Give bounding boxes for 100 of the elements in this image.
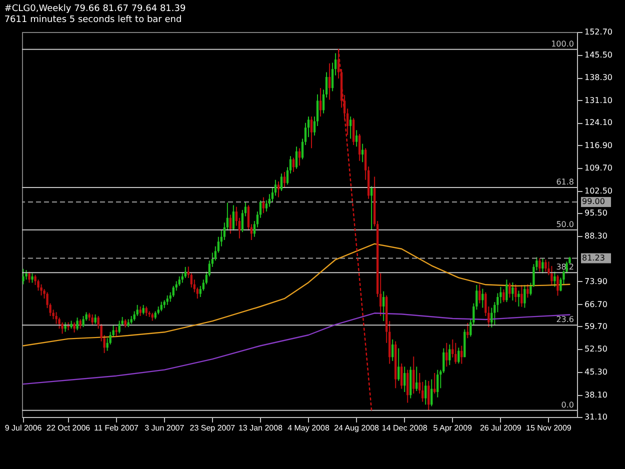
- candlestick: [403, 366, 406, 392]
- candlestick: [400, 362, 403, 390]
- candlestick: [118, 320, 120, 334]
- x-tick-label: 11 Feb 2007: [94, 424, 140, 432]
- candlestick: [64, 322, 66, 332]
- candlestick: [544, 259, 547, 272]
- x-tick-label: 9 Jul 2006: [4, 424, 42, 432]
- y-tick-label: 31.10: [584, 412, 608, 422]
- candlestick: [61, 322, 64, 334]
- candlestick: [415, 366, 418, 392]
- candlestick: [518, 290, 520, 307]
- candlestick: [454, 342, 457, 364]
- ref-line-label: 99.00: [582, 197, 605, 206]
- x-tick-label: 13 Jan 2008: [238, 424, 284, 432]
- candlestick: [94, 314, 96, 324]
- candlestick: [538, 258, 541, 272]
- annotation: 23.6: [556, 315, 574, 324]
- candlestick: [142, 304, 144, 315]
- candlestick: [280, 173, 283, 192]
- candlestick: [37, 279, 40, 292]
- candlestick: [145, 306, 148, 316]
- candlestick: [172, 285, 174, 298]
- candlestick: [355, 130, 358, 148]
- candlestick: [31, 272, 34, 284]
- candlestick: [556, 274, 559, 296]
- y-tick-label: 131.10: [584, 96, 612, 105]
- candlestick: [139, 306, 142, 316]
- x-tick-label: 24 Aug 2008: [334, 424, 380, 432]
- candlestick: [178, 276, 181, 286]
- annotation: 61.8: [556, 177, 574, 186]
- candlestick: [349, 116, 352, 140]
- x-tick-label: 3 Jun 2007: [144, 424, 185, 432]
- candlestick: [506, 279, 508, 303]
- candlestick: [524, 284, 526, 308]
- y-tick-label: 66.70: [584, 300, 608, 309]
- candlestick: [229, 214, 232, 234]
- chart-title: #CLG0,Weekly 79.66 81.67 79.64 81.39: [4, 4, 186, 14]
- candlestick: [446, 342, 448, 368]
- x-tick-label: 4 May 2008: [288, 424, 330, 432]
- candlestick: [82, 316, 84, 328]
- candlestick: [115, 326, 118, 338]
- annotation: 100.0: [551, 39, 574, 48]
- y-tick-label: 95.50: [584, 208, 608, 218]
- candlestick: [397, 348, 400, 382]
- y-tick-label: 109.70: [584, 164, 612, 173]
- y-tick-label: 102.50: [584, 186, 612, 196]
- candlestick: [406, 369, 409, 404]
- candlestick: [22, 268, 24, 285]
- candlestick: [436, 369, 439, 398]
- candlestick: [478, 284, 481, 304]
- candlestick: [319, 88, 322, 118]
- y-tick-label: 116.90: [584, 140, 612, 150]
- candlestick: [448, 344, 451, 366]
- x-tick-label: 5 Apr 2009: [433, 424, 473, 432]
- candlestick: [91, 314, 94, 326]
- y-tick-label: 124.10: [584, 118, 612, 128]
- candlestick: [508, 282, 511, 298]
- candlestick: [262, 196, 265, 214]
- candlestick: [73, 322, 76, 333]
- x-tick-label: 15 Nov 2009: [526, 424, 572, 432]
- candlestick: [28, 271, 30, 284]
- candlestick: [76, 317, 78, 331]
- y-tick-label: 152.70: [584, 28, 612, 36]
- candlestick: [428, 380, 430, 411]
- y-tick-label: 38.10: [584, 390, 608, 400]
- candlestick: [514, 284, 517, 303]
- chart-subtitle: 7611 minutes 5 seconds left to bar end: [4, 15, 182, 25]
- candlestick: [391, 338, 394, 362]
- y-tick-label: 145.50: [584, 50, 612, 60]
- candlestick: [412, 356, 415, 394]
- candlestick: [283, 171, 286, 188]
- candlestick: [184, 266, 187, 279]
- candlestick: [328, 62, 331, 100]
- annotation: 0.0: [561, 400, 574, 410]
- candlestick: [526, 284, 529, 298]
- annotation: 50.0: [556, 220, 574, 229]
- candlestick: [550, 265, 553, 286]
- y-tick-label: 88.30: [584, 231, 608, 240]
- candlestick: [277, 180, 280, 198]
- candlestick: [358, 133, 361, 162]
- candlestick: [25, 270, 28, 280]
- y-tick-label: 73.90: [584, 276, 608, 286]
- y-tick-label: 52.50: [584, 344, 608, 354]
- y-tick-label: 138.30: [584, 73, 612, 82]
- candlestick: [502, 288, 505, 303]
- candlestick: [542, 258, 544, 274]
- candlestick: [232, 204, 235, 232]
- candlestick: [310, 116, 313, 149]
- x-tick-label: 22 Oct 2006: [46, 424, 91, 432]
- ref-line-label: 81.23: [582, 253, 605, 262]
- candlestick: [166, 294, 168, 306]
- y-tick-label: 45.30: [584, 368, 608, 377]
- candlestick: [40, 284, 42, 296]
- y-tick-label: 59.70: [584, 322, 608, 331]
- candlestick: [79, 318, 82, 330]
- candlestick: [352, 118, 355, 146]
- candlestick: [382, 290, 385, 322]
- x-tick-label: 23 Sep 2007: [190, 424, 236, 432]
- candlestick: [424, 379, 427, 406]
- candlestick: [512, 282, 514, 301]
